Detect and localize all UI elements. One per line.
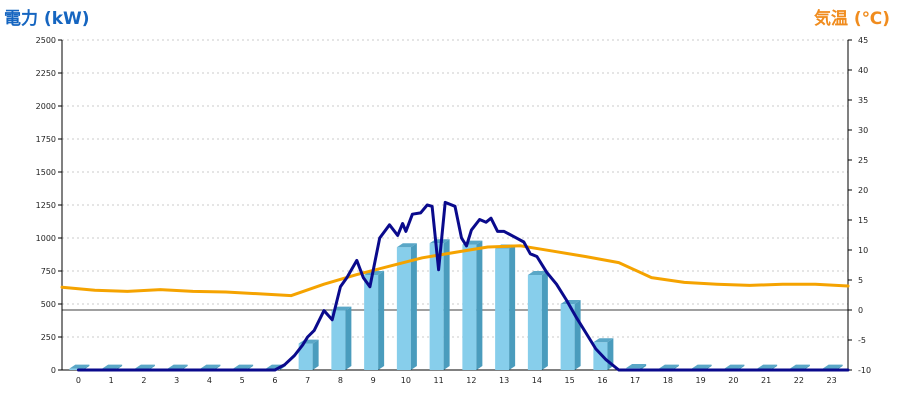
bar [69, 368, 84, 370]
bar-side [574, 300, 581, 370]
bar [429, 243, 444, 370]
bar [331, 310, 346, 370]
x-tick-label: 2 [141, 376, 146, 385]
x-tick-label: 0 [76, 376, 81, 385]
bar [495, 248, 510, 370]
right-tick-label: 10 [858, 246, 868, 255]
bar-side [541, 270, 548, 370]
x-tick-label: 14 [532, 376, 542, 385]
x-tick-label: 18 [663, 376, 673, 385]
x-tick-label: 17 [630, 376, 640, 385]
bar-top [167, 364, 188, 369]
bar-top [757, 364, 778, 369]
bar-side [509, 244, 516, 370]
temperature-line [60, 244, 850, 298]
right-tick-label: 40 [858, 66, 868, 75]
x-tick-label: 4 [207, 376, 212, 385]
bar-side [410, 243, 417, 370]
bar-top [527, 270, 548, 275]
left-tick-label: 1750 [36, 135, 56, 144]
x-tick-label: 23 [827, 376, 837, 385]
right-tick-label: -10 [858, 366, 871, 375]
bar [462, 244, 477, 370]
x-tick-label: 22 [794, 376, 804, 385]
bar [396, 247, 411, 370]
x-tick-label: 10 [401, 376, 411, 385]
left-tick-label: 1000 [36, 234, 56, 243]
x-tick-label: 21 [761, 376, 771, 385]
x-tick-label: 3 [174, 376, 179, 385]
x-tick-label: 7 [305, 376, 310, 385]
bar [298, 343, 313, 370]
bar-top [822, 364, 843, 369]
x-tick-label: 16 [597, 376, 607, 385]
left-tick-label: 0 [51, 366, 56, 375]
x-tick-label: 19 [696, 376, 706, 385]
right-tick-label: 5 [858, 276, 863, 285]
left-tick-label: 250 [41, 333, 56, 342]
x-tick-label: 1 [109, 376, 114, 385]
left-tick-label: 1250 [36, 201, 56, 210]
bar-top [69, 364, 90, 369]
bar-top [134, 364, 155, 369]
x-tick-label: 13 [499, 376, 509, 385]
left-tick-label: 2500 [36, 36, 56, 45]
bar [527, 274, 542, 370]
left-tick-label: 750 [41, 267, 56, 276]
bar [560, 304, 575, 370]
bar [364, 274, 379, 370]
left-tick-label: 500 [41, 300, 56, 309]
right-tick-label: 30 [858, 126, 868, 135]
right-tick-label: -5 [858, 336, 866, 345]
bar-side [443, 239, 450, 370]
right-tick-label: 45 [858, 36, 868, 45]
right-tick-label: 15 [858, 216, 868, 225]
left-axis-title: 電力 (kW) [4, 9, 90, 29]
bar-side [476, 240, 483, 370]
bar-side [378, 270, 385, 370]
bar-top [200, 364, 221, 369]
right-tick-label: 20 [858, 186, 868, 195]
left-tick-label: 1500 [36, 168, 56, 177]
right-tick-label: 25 [858, 156, 868, 165]
x-tick-label: 5 [240, 376, 245, 385]
x-tick-label: 8 [338, 376, 343, 385]
bar-side [312, 339, 319, 370]
bar-top [233, 364, 254, 369]
x-tick-label: 15 [565, 376, 575, 385]
left-tick-label: 2250 [36, 69, 56, 78]
right-axis-title: 気温 (℃) [813, 9, 890, 29]
bar-top [724, 364, 745, 369]
right-tick-label: 35 [858, 96, 868, 105]
bar-top [626, 364, 647, 369]
x-tick-label: 20 [728, 376, 738, 385]
bar-top [691, 364, 712, 369]
right-tick-label: 0 [858, 306, 863, 315]
bar-side [345, 306, 352, 370]
x-tick-label: 6 [272, 376, 277, 385]
left-tick-label: 2000 [36, 102, 56, 111]
x-tick-label: 12 [466, 376, 476, 385]
bar-top [789, 364, 810, 369]
bar-top [658, 364, 679, 369]
bar-top [593, 338, 614, 343]
bar-top [102, 364, 123, 369]
bar-top [396, 243, 417, 248]
x-tick-label: 9 [371, 376, 376, 385]
x-tick-label: 11 [434, 376, 444, 385]
power-line [76, 200, 850, 372]
